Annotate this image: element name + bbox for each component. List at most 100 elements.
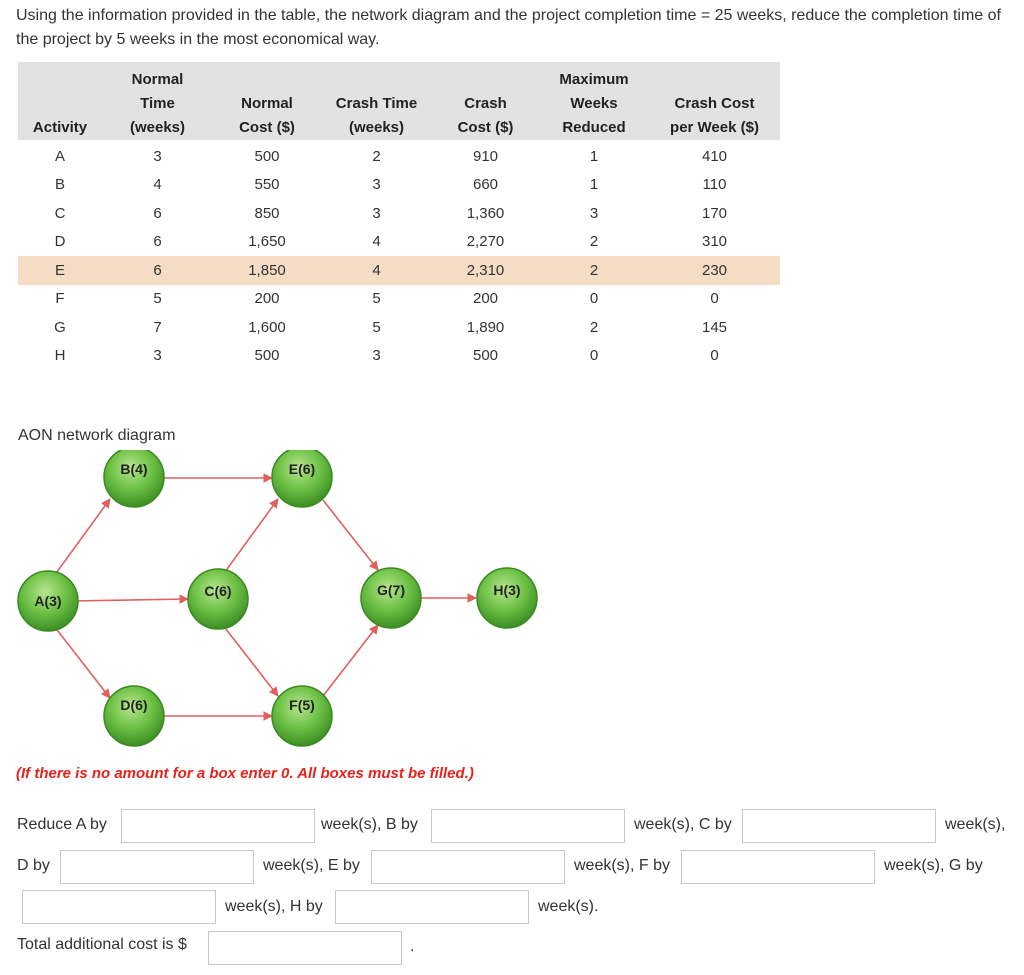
input-reduce-b[interactable] xyxy=(431,809,625,843)
svg-text:A(3): A(3) xyxy=(34,593,61,609)
arrow-e-to-g xyxy=(322,499,379,571)
cell: 230 xyxy=(649,256,780,285)
cell: 3 xyxy=(589,204,599,222)
node-a: A(3) xyxy=(17,570,79,632)
label-reduce-b: week(s), B by xyxy=(321,816,418,833)
table-row-c: C 6 850 3 1,360 3 170 xyxy=(18,199,780,228)
cell: 3 xyxy=(372,347,381,365)
cell: 1,890 xyxy=(466,318,505,336)
node-g: G(7) xyxy=(360,567,422,629)
header-max-weeks-reduced: Maximum Weeks Reduced xyxy=(559,71,629,136)
cell: 1,360 xyxy=(466,204,505,222)
cell: 3 xyxy=(153,147,162,165)
cell: E xyxy=(18,256,102,285)
cell: D xyxy=(54,233,66,251)
node-e: E(6) xyxy=(271,450,333,508)
label-period: . xyxy=(410,938,415,955)
svg-text:D(6): D(6) xyxy=(120,697,147,713)
svg-text:F(5): F(5) xyxy=(289,697,315,713)
label-reduce-c: week(s), C by xyxy=(634,816,732,833)
cell: 910 xyxy=(472,147,499,165)
cell: 410 xyxy=(701,147,728,165)
cell: B xyxy=(54,176,65,194)
cell: 500 xyxy=(472,347,499,365)
svg-text:G(7): G(7) xyxy=(377,582,405,598)
cell: A xyxy=(54,147,65,165)
cell: 2 xyxy=(589,233,599,251)
node-c: C(6) xyxy=(187,568,249,630)
cell: 6 xyxy=(153,204,162,222)
cell: C xyxy=(54,204,66,222)
cell: 1 xyxy=(589,147,599,165)
input-reduce-f[interactable] xyxy=(681,850,875,884)
cell: 1,850 xyxy=(213,256,321,285)
cell: 0 xyxy=(589,290,599,308)
arrow-c-to-e xyxy=(221,498,279,577)
cell: 1 xyxy=(589,176,599,194)
cell: 850 xyxy=(254,204,280,222)
table-row-d: D 6 1,650 4 2,270 2 310 xyxy=(18,228,780,257)
input-reduce-a[interactable] xyxy=(121,809,315,843)
arrow-a-to-d xyxy=(53,625,111,699)
cell: 4 xyxy=(153,176,162,194)
cell: 500 xyxy=(254,147,280,165)
arrow-c-to-f xyxy=(221,623,279,697)
label-weeks-end-row3: week(s). xyxy=(538,898,599,915)
input-reduce-g[interactable] xyxy=(22,890,216,924)
table-header-row: Activity Normal Time (weeks) Normal Cost… xyxy=(18,62,780,140)
header-crash-cost-per-week: Crash Cost per Week ($) xyxy=(670,95,759,136)
header-normal-time: Normal Time (weeks) xyxy=(129,71,186,136)
cell: 200 xyxy=(472,290,499,308)
diagram-title: AON network diagram xyxy=(18,427,176,444)
svg-text:C(6): C(6) xyxy=(204,583,231,599)
cell: 2 xyxy=(539,256,649,285)
table-row-g: G 7 1,600 5 1,890 2 145 xyxy=(18,313,780,342)
label-weeks-end-row1: week(s), xyxy=(945,816,1006,833)
label-reduce-e: week(s), E by xyxy=(263,857,360,874)
input-reduce-d[interactable] xyxy=(60,850,254,884)
cell: 5 xyxy=(153,290,162,308)
input-reduce-e[interactable] xyxy=(371,850,565,884)
table-row-f: F 5 200 5 200 0 0 xyxy=(18,285,780,314)
cell: G xyxy=(54,318,66,336)
cell: 2,270 xyxy=(466,233,505,251)
table-row-e: E 6 1,850 4 2,310 2 230 xyxy=(18,256,780,285)
table-row-b: B 4 550 3 660 1 110 xyxy=(18,171,780,200)
cell: 110 xyxy=(702,176,727,194)
cell: 145 xyxy=(701,318,728,336)
node-f: F(5) xyxy=(271,685,333,747)
cell: 1,600 xyxy=(248,318,286,336)
cell: 2,310 xyxy=(432,256,539,285)
cell: 7 xyxy=(153,318,162,336)
cell: H xyxy=(54,347,66,365)
cell: F xyxy=(55,290,65,308)
cell: 3 xyxy=(372,176,381,194)
cell: 1,650 xyxy=(248,233,286,251)
cell: 4 xyxy=(372,233,381,251)
header-crash-cost: Crash Cost ($) xyxy=(457,95,514,136)
label-reduce-g: week(s), G by xyxy=(884,857,983,874)
cell: 660 xyxy=(472,176,499,194)
cell: 0 xyxy=(710,290,719,308)
instruction-note: (If there is no amount for a box enter 0… xyxy=(16,765,474,782)
label-total-cost: Total additional cost is $ xyxy=(17,936,187,953)
node-b: B(4) xyxy=(103,450,165,508)
cell: 170 xyxy=(701,204,728,222)
cell: 310 xyxy=(701,233,728,251)
node-h: H(3) xyxy=(476,567,538,629)
cell: 3 xyxy=(153,347,162,365)
header-normal-cost: Normal Cost ($) xyxy=(239,95,295,136)
arrow-f-to-g xyxy=(322,624,379,697)
cell: 4 xyxy=(321,256,432,285)
cell: 6 xyxy=(102,256,213,285)
svg-text:E(6): E(6) xyxy=(289,461,315,477)
table-row-a: A 3 500 2 910 1 410 xyxy=(18,140,780,171)
cell: 3 xyxy=(372,204,381,222)
cell: 500 xyxy=(254,347,280,365)
input-reduce-h[interactable] xyxy=(335,890,529,924)
input-reduce-c[interactable] xyxy=(742,809,936,843)
arrow-a-to-c xyxy=(69,594,189,604)
input-total-cost[interactable] xyxy=(208,931,402,965)
header-activity: Activity xyxy=(32,119,88,136)
label-reduce-d: D by xyxy=(17,857,50,874)
